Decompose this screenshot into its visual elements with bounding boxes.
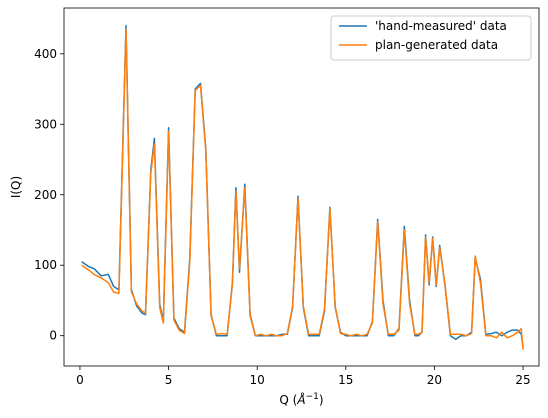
legend-label-2: plan-generated data [375, 38, 498, 52]
x-axis-ticks: 0 5 10 15 20 25 [76, 366, 531, 387]
legend: 'hand-measured' data plan-generated data [330, 15, 532, 61]
y-tick-label: 100 [34, 258, 57, 272]
y-tick-label: 0 [49, 329, 57, 343]
plot-area [81, 24, 524, 350]
axes-frame [63, 7, 540, 367]
x-tick-label: 25 [515, 373, 530, 387]
x-tick-label: 20 [427, 373, 442, 387]
x-tick-label: 0 [76, 373, 84, 387]
x-tick-label: 10 [250, 373, 265, 387]
y-axis-label: I(Q) [9, 176, 23, 198]
y-tick-label: 300 [34, 117, 57, 131]
y-tick-label: 200 [34, 188, 57, 202]
y-axis-ticks: 0 100 200 300 400 [34, 47, 64, 343]
legend-box [330, 15, 532, 61]
y-tick-label: 400 [34, 47, 57, 61]
x-tick-label: 5 [165, 373, 173, 387]
x-axis-label: Q (Å−1) [279, 392, 323, 407]
series-line-2 [81, 28, 524, 350]
x-tick-label: 15 [338, 373, 353, 387]
legend-label-1: 'hand-measured' data [375, 19, 507, 33]
